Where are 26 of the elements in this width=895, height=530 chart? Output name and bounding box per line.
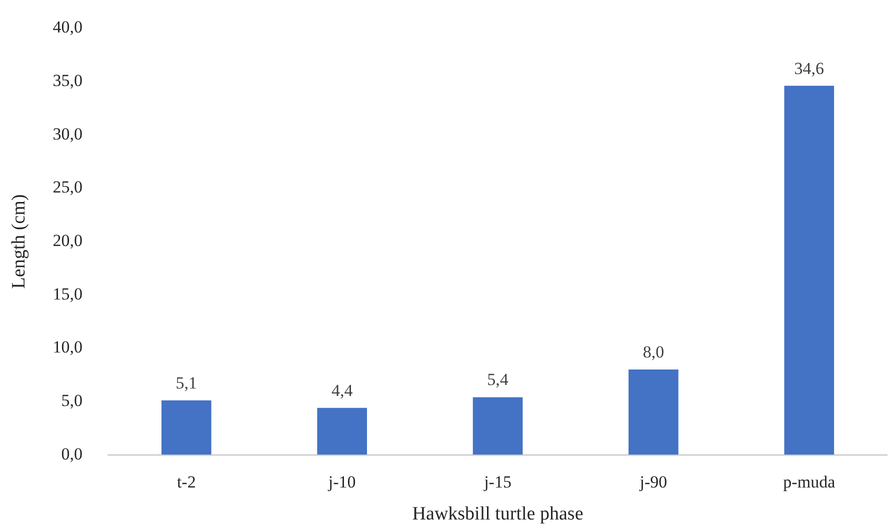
- x-tick-label: t-2: [176, 472, 196, 492]
- data-label: 5,4: [487, 370, 509, 390]
- y-tick-label: 20,0: [52, 230, 83, 250]
- bar: [628, 369, 678, 455]
- bar: [317, 408, 367, 455]
- x-axis-title: Hawksbill turtle phase: [412, 504, 584, 525]
- y-axis-title: Length (cm): [8, 194, 30, 289]
- data-label: 34,6: [794, 58, 824, 78]
- data-label: 8,0: [642, 342, 664, 362]
- x-tick-label: j-10: [327, 472, 356, 492]
- y-tick-label: 35,0: [52, 70, 83, 90]
- bar: [784, 86, 834, 455]
- data-label: 4,4: [331, 380, 354, 400]
- x-tick-label: j-15: [483, 472, 512, 492]
- y-tick-label: 40,0: [52, 18, 83, 37]
- bar: [161, 400, 212, 455]
- data-label: 5,1: [176, 373, 198, 392]
- bar: [472, 397, 523, 455]
- y-tick-label: 25,0: [52, 178, 83, 197]
- y-tick-label: 15,0: [52, 284, 83, 304]
- x-tick-label: p-muda: [783, 472, 836, 492]
- y-tick-label: 5,0: [61, 390, 83, 410]
- x-tick-label: j-90: [638, 472, 668, 492]
- y-tick-label: 0,0: [61, 444, 83, 464]
- y-tick-label: 30,0: [52, 124, 83, 144]
- y-tick-label: 10,0: [52, 338, 83, 357]
